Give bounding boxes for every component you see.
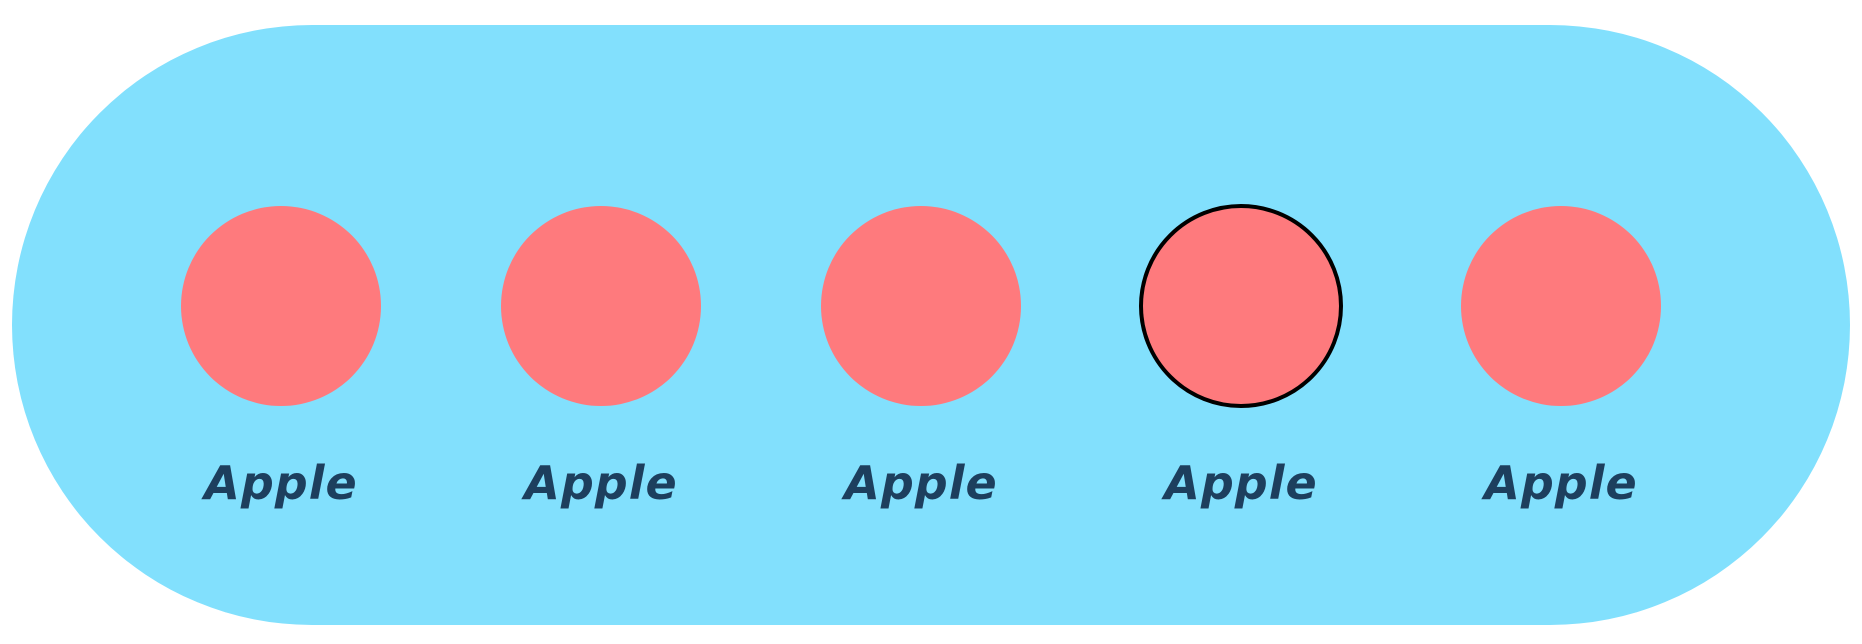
apple-circle-icon[interactable]: [501, 206, 701, 406]
apple-option-label: Apple: [1484, 456, 1638, 510]
apple-option-3[interactable]: Apple: [801, 0, 1041, 644]
apple-option-5[interactable]: Apple: [1441, 0, 1681, 644]
apple-option-label: Apple: [204, 456, 358, 510]
apple-option-label: Apple: [844, 456, 998, 510]
apple-option-2[interactable]: Apple: [481, 0, 721, 644]
apple-circle-icon[interactable]: [821, 206, 1021, 406]
apple-circle-icon[interactable]: [181, 206, 381, 406]
apple-option-label: Apple: [524, 456, 678, 510]
apple-circle-icon[interactable]: [1461, 206, 1661, 406]
apple-option-4-selected[interactable]: Apple: [1121, 0, 1361, 644]
apple-option-label: Apple: [1164, 456, 1318, 510]
apple-option-1[interactable]: Apple: [161, 0, 401, 644]
apple-circle-icon-selected[interactable]: [1139, 204, 1343, 408]
